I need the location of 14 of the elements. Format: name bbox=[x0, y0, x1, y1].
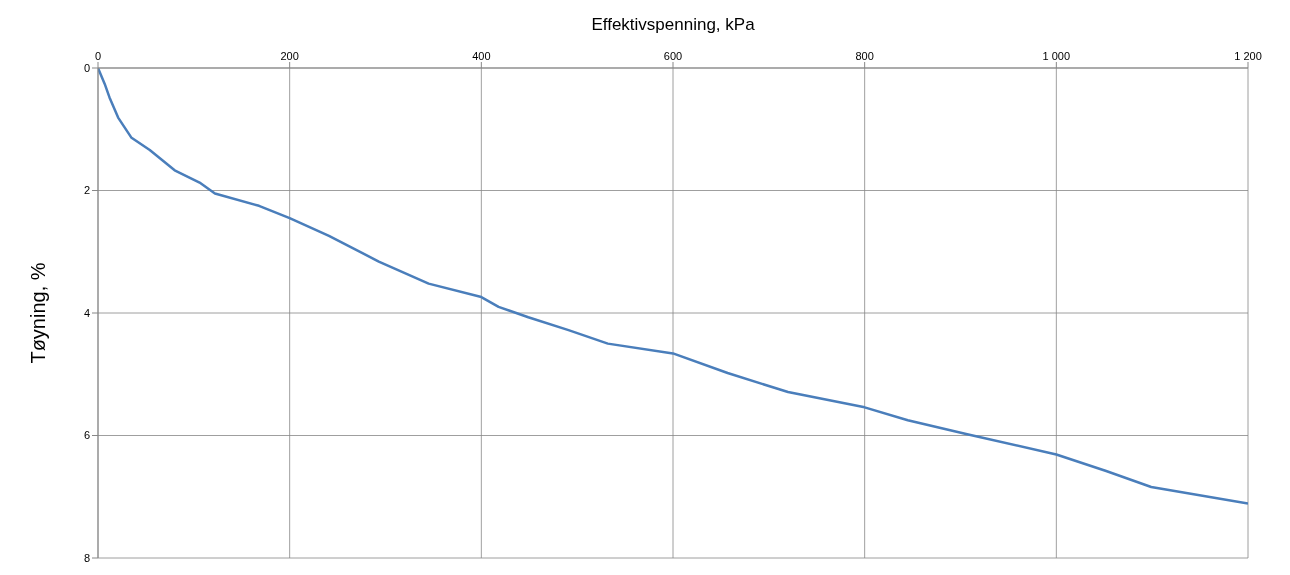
x-tick-label: 400 bbox=[472, 50, 491, 62]
x-axis-title: Effektivspenning, kPa bbox=[591, 15, 756, 35]
x-tick-label: 1 200 bbox=[1234, 50, 1262, 62]
x-tick-label: 200 bbox=[280, 50, 299, 62]
y-tick-label: 0 bbox=[83, 61, 90, 74]
x-tick-label: 800 bbox=[855, 50, 874, 62]
x-tick-label: 1 000 bbox=[1042, 50, 1071, 62]
y-axis-title: Tøyning, % bbox=[27, 262, 50, 364]
y-tick-label: 4 bbox=[83, 306, 90, 319]
y-tick-label: 8 bbox=[83, 551, 90, 564]
y-tick-label: 6 bbox=[83, 429, 90, 442]
x-tick-label: 0 bbox=[94, 50, 102, 62]
y-tick-label: 2 bbox=[83, 184, 90, 197]
x-tick-label: 600 bbox=[663, 50, 683, 62]
